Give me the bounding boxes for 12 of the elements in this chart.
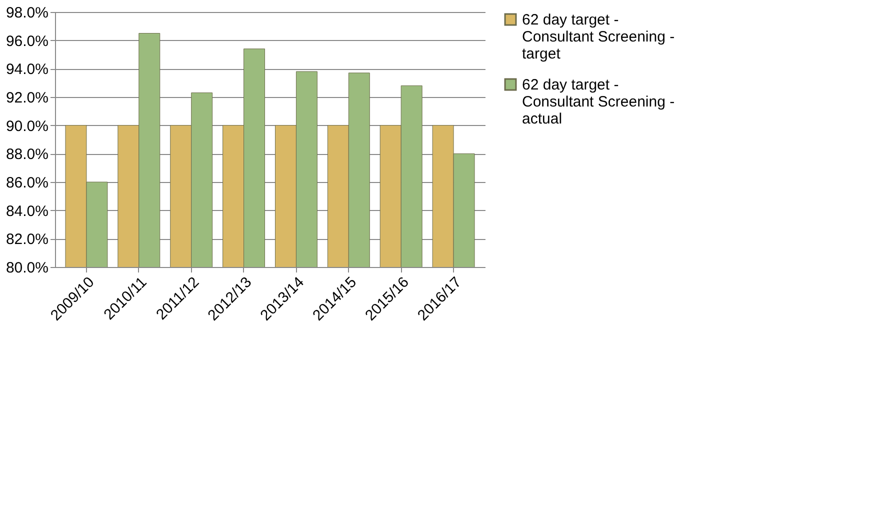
y-tick-label: 86.0% bbox=[6, 174, 48, 192]
y-tick-label: 98.0% bbox=[6, 4, 48, 22]
y-tick-label: 80.0% bbox=[6, 260, 48, 276]
legend-label: 62 day target - Consultant Screening - actual bbox=[522, 76, 675, 128]
y-tick-label: 84.0% bbox=[6, 202, 48, 220]
y-tick-label: 88.0% bbox=[6, 146, 48, 164]
y-tick-label: 92.0% bbox=[6, 90, 48, 106]
y-tick-label: 96.0% bbox=[6, 32, 48, 50]
legend-label: 62 day target - Consultant Screening - target bbox=[522, 12, 675, 62]
y-tick-label: 94.0% bbox=[6, 61, 48, 78]
y-tick-label: 82.0% bbox=[6, 231, 48, 248]
y-tick-label: 90.0% bbox=[6, 118, 48, 135]
